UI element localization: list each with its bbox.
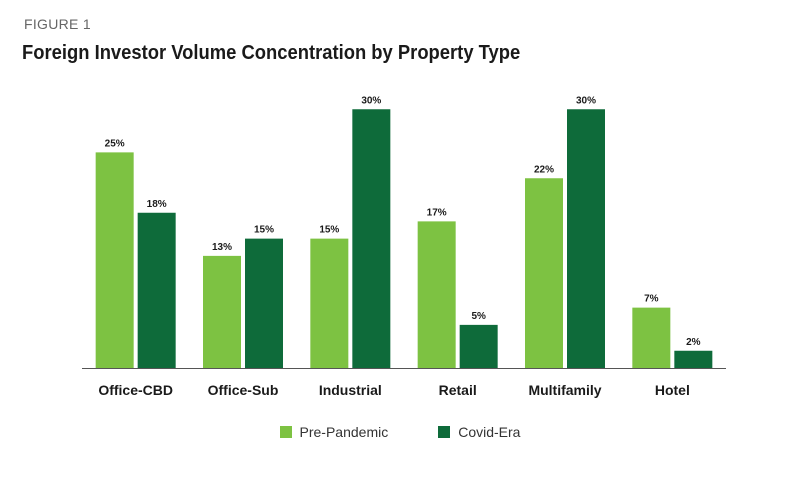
bar-industrial-pre-pandemic — [310, 238, 349, 368]
data-label-hotel-covid-era: 2% — [686, 337, 701, 348]
x-tick-label-office-sub: Office-Sub — [208, 382, 279, 398]
x-tick-label-hotel: Hotel — [655, 382, 690, 398]
bar-office-cbd-covid-era — [137, 212, 176, 368]
bar-office-sub-pre-pandemic — [203, 255, 241, 368]
bar-hotel-covid-era — [674, 350, 713, 368]
data-label-industrial-covid-era: 30% — [361, 95, 381, 106]
data-label-office-sub-covid-era: 15% — [254, 225, 274, 236]
legend-swatch-pre-pandemic — [279, 426, 292, 438]
bar-office-cbd-pre-pandemic — [95, 152, 134, 368]
data-label-office-sub-pre-pandemic: 13% — [212, 242, 232, 253]
data-label-office-cbd-covid-era: 18% — [147, 199, 167, 210]
x-tick-label-multifamily: Multifamily — [528, 382, 601, 398]
data-label-hotel-pre-pandemic: 7% — [644, 294, 659, 305]
legend-item-covid-era: Covid-Era — [438, 424, 520, 440]
bar-hotel-pre-pandemic — [632, 307, 671, 368]
legend-label-covid-era: Covid-Era — [458, 424, 521, 440]
legend: Pre-Pandemic Covid-Era — [0, 424, 800, 440]
legend-item-pre-pandemic: Pre-Pandemic — [279, 424, 389, 440]
bar-retail-covid-era — [459, 324, 498, 368]
bar-office-sub-covid-era — [245, 238, 283, 368]
legend-swatch-covid-era — [438, 426, 451, 438]
legend-label-pre-pandemic: Pre-Pandemic — [299, 424, 389, 440]
chart-title: Foreign Investor Volume Concentration by… — [22, 42, 521, 64]
bar-multifamily-covid-era — [567, 109, 605, 368]
data-label-retail-covid-era: 5% — [471, 311, 486, 322]
data-label-industrial-pre-pandemic: 15% — [319, 225, 339, 236]
x-tick-label-office-cbd: Office-CBD — [98, 382, 173, 398]
bar-industrial-covid-era — [352, 109, 391, 368]
figure-label: FIGURE 1 — [24, 16, 91, 32]
bar-retail-pre-pandemic — [417, 221, 456, 368]
data-label-office-cbd-pre-pandemic: 25% — [105, 138, 125, 149]
x-tick-label-industrial: Industrial — [319, 382, 382, 398]
data-label-multifamily-pre-pandemic: 22% — [534, 164, 554, 175]
data-label-retail-pre-pandemic: 17% — [427, 207, 447, 218]
x-tick-label-retail: Retail — [439, 382, 477, 398]
data-label-multifamily-covid-era: 30% — [576, 95, 596, 106]
bar-multifamily-pre-pandemic — [525, 178, 563, 368]
